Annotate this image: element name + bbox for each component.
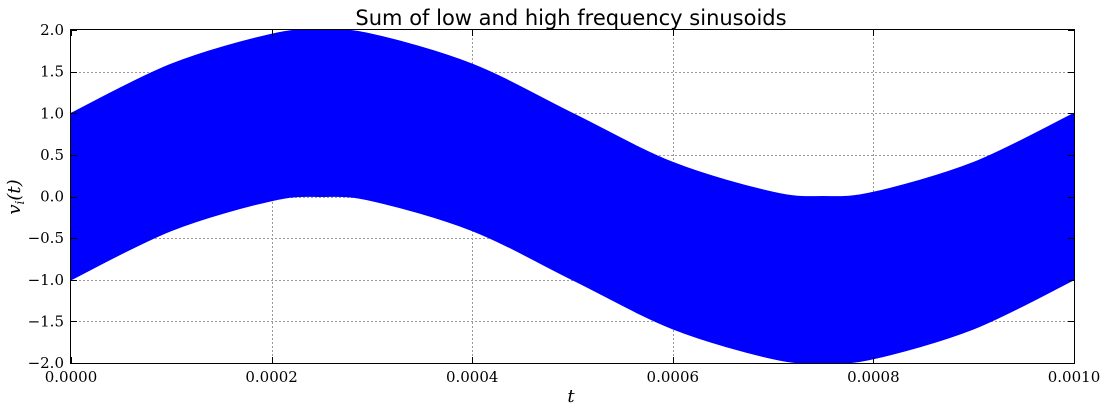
y-axis-label: vi(t) (4, 179, 27, 214)
y-tick-label: 2.0 (40, 21, 64, 39)
x-tick-label: 0.0004 (446, 368, 499, 386)
y-tick-label: 1.0 (40, 104, 64, 122)
signal-band (70, 29, 1075, 364)
y-axis-label-sub: i (13, 200, 27, 204)
y-tick-label: −2.0 (28, 354, 64, 372)
y-axis-label-tail: (t) (4, 179, 25, 200)
y-tick-label: −1.0 (28, 271, 64, 289)
axes-frame (70, 29, 1075, 364)
y-tick-label: −1.5 (28, 312, 64, 330)
x-tick-label: 0.0008 (847, 368, 900, 386)
x-tick-labels: 0.0000 0.0002 0.0004 0.0006 0.0008 0.0010 (45, 368, 1101, 386)
y-tick-labels: −2.0 −1.5 −1.0 −0.5 0.0 0.5 1.0 1.5 2.0 (28, 21, 64, 372)
x-tick-label: 0.0006 (647, 368, 700, 386)
y-tick-label: 0.5 (40, 146, 64, 164)
chart-title: Sum of low and high frequency sinusoids (355, 6, 786, 30)
ticks (71, 30, 1075, 364)
y-tick-label: 0.0 (40, 188, 64, 206)
y-axis-label-main: v (4, 204, 25, 214)
x-axis-label: t (567, 386, 575, 407)
x-tick-label: 0.0002 (245, 368, 298, 386)
plot-area (70, 29, 1075, 364)
y-tick-label: −0.5 (28, 229, 64, 247)
y-tick-label: 1.5 (40, 63, 64, 81)
x-tick-label: 0.0010 (1048, 368, 1101, 386)
x-tick-label: 0.0000 (45, 368, 98, 386)
